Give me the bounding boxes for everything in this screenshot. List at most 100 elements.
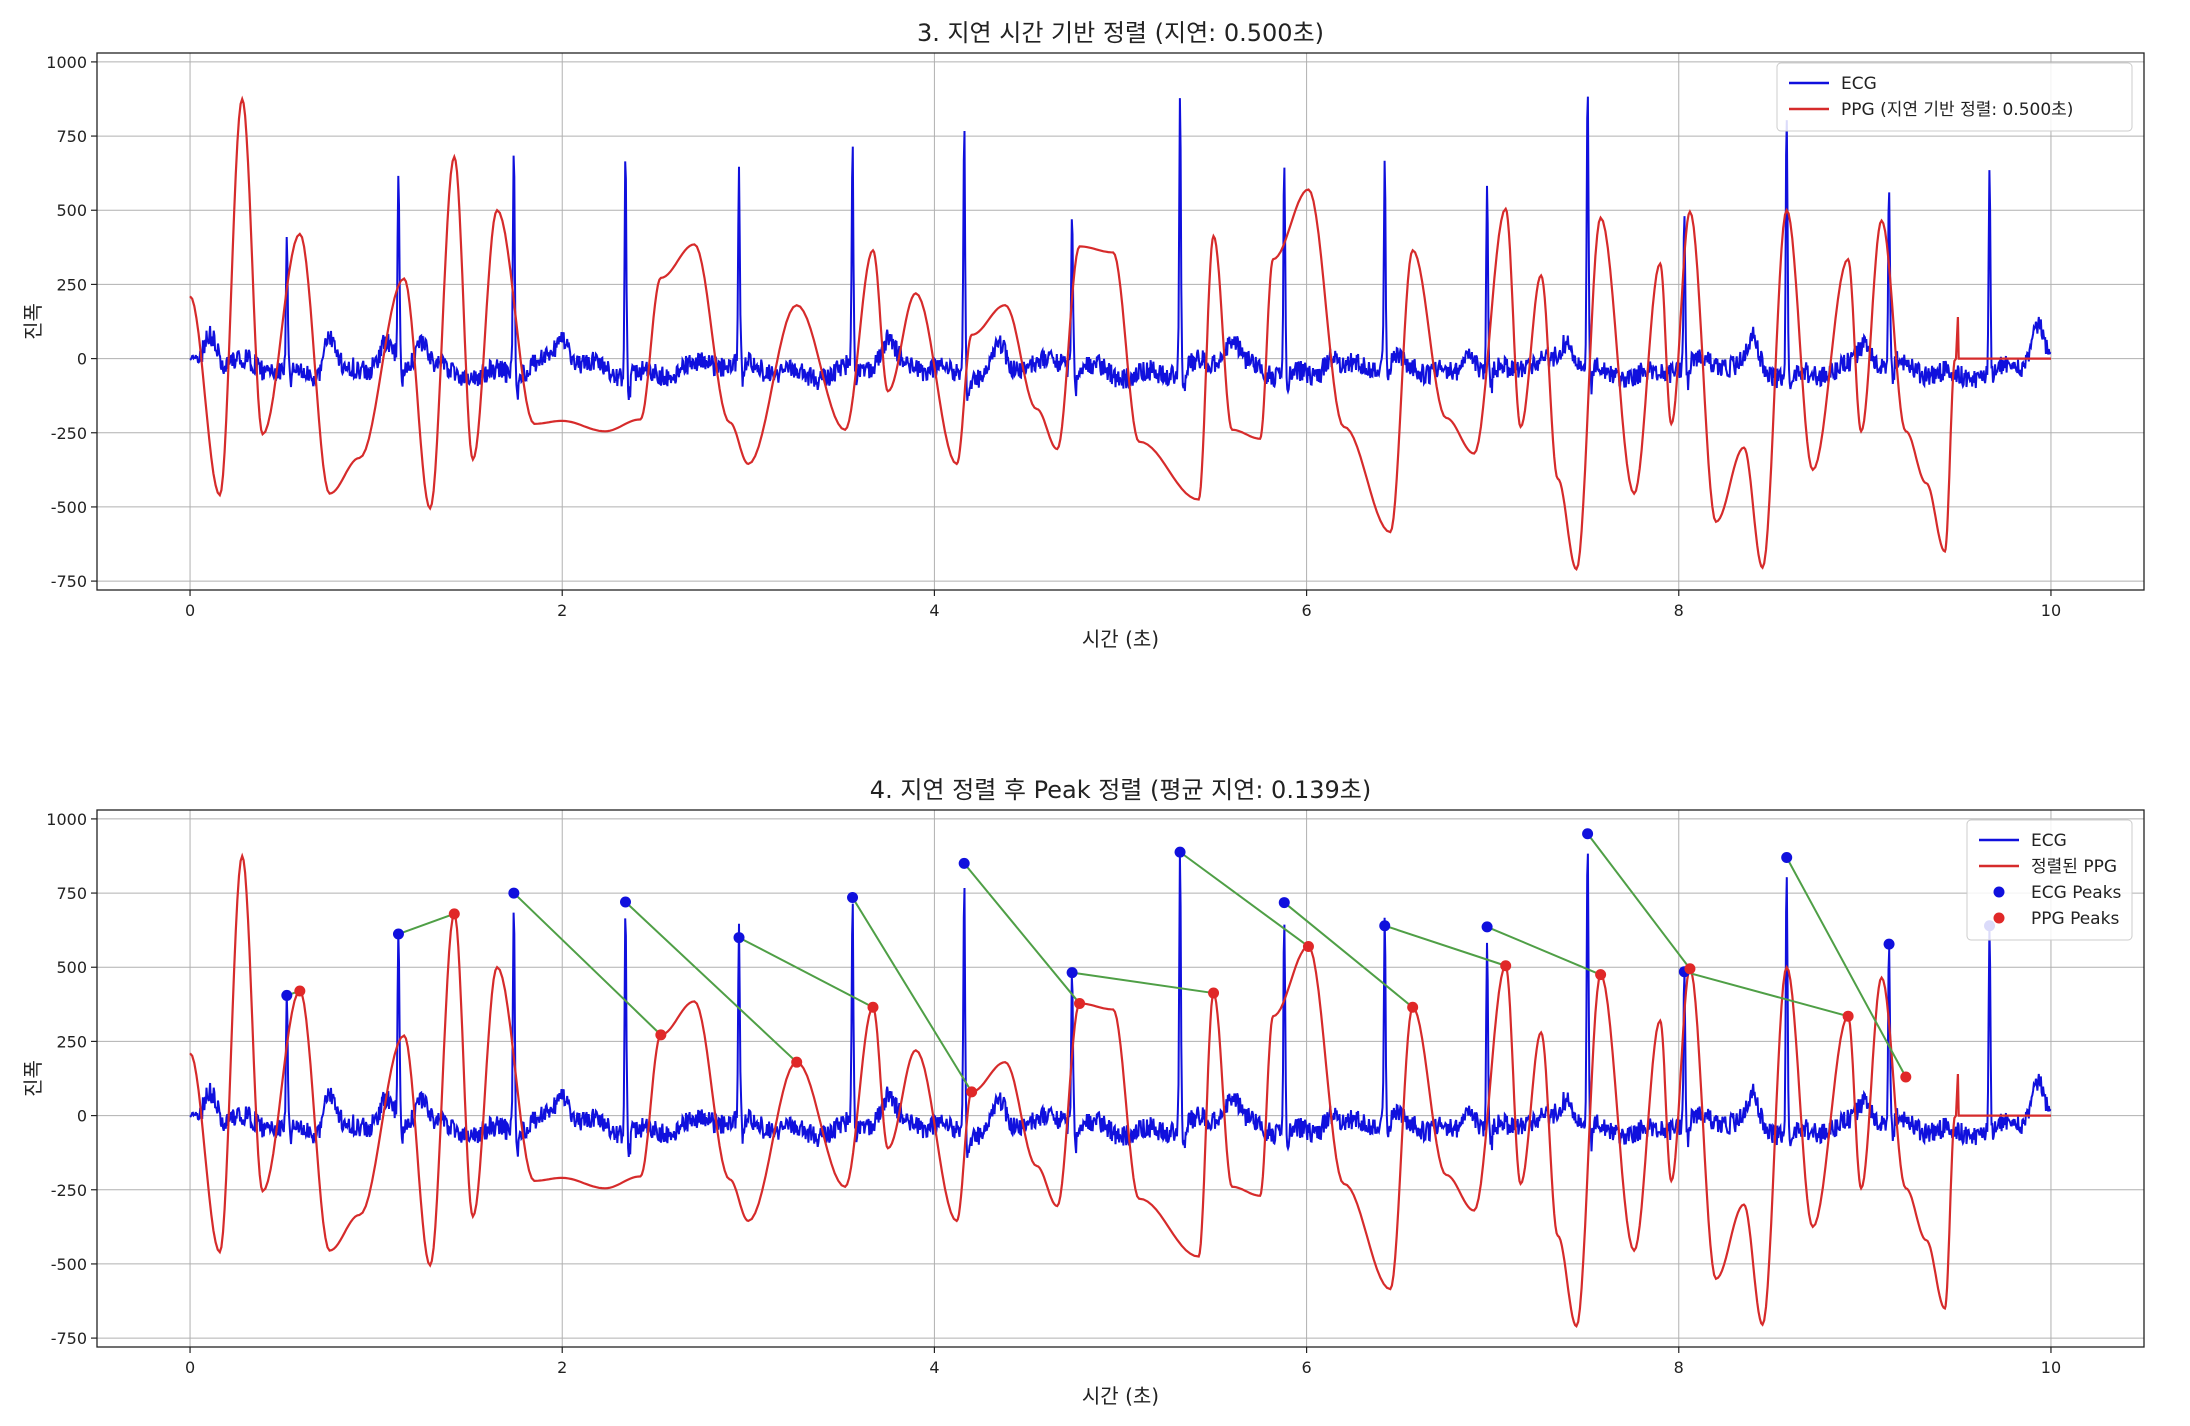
y-tick-label: -750 <box>51 572 87 591</box>
plot-frame <box>96 809 2145 1348</box>
x-tick-label: 4 <box>929 601 939 620</box>
alignment-pair-line <box>398 912 455 935</box>
ppg-peak-marker <box>966 1086 978 1098</box>
ppg-peak-marker <box>1900 1071 1912 1083</box>
y-tick-label: 750 <box>56 884 87 903</box>
ecg-peak-marker <box>847 892 859 904</box>
ecg-peak-marker <box>392 928 404 940</box>
legend: ECG 정렬된 PPG ECG Peaks PPG Peaks <box>1966 819 2133 941</box>
alignment-pair-line <box>624 901 798 1063</box>
y-axis-label: 진폭 <box>21 303 45 340</box>
x-tick-label: 6 <box>1301 601 1311 620</box>
ecg-peak-marker <box>1066 967 1078 979</box>
ecg-peak-marker <box>1174 846 1186 858</box>
y-tick-label: -250 <box>51 424 87 443</box>
x-tick-label: 0 <box>185 601 195 620</box>
ecg-peak-marker <box>508 887 520 899</box>
ppg-peak-marker <box>1407 1001 1419 1013</box>
legend-swatch-ecg-peaks <box>1993 886 2005 898</box>
ppg-peak-marker <box>791 1056 803 1068</box>
x-tick-label: 0 <box>185 1358 195 1377</box>
x-tick-label: 4 <box>929 1358 939 1377</box>
ppg-peak-marker <box>655 1029 667 1041</box>
y-tick-label: 500 <box>56 201 87 220</box>
alignment-pair-line <box>1586 833 1691 970</box>
ppg-peak-marker <box>867 1001 879 1013</box>
legend-entry: PPG Peaks <box>2031 909 2119 929</box>
alignment-pair-line <box>1684 970 1849 1018</box>
y-axis-label: 진폭 <box>21 1060 45 1097</box>
alignment-pair-line <box>851 896 973 1093</box>
chart-title: 3. 지연 시간 기반 정렬 (지연: 0.500초) <box>917 19 1324 47</box>
ecg-peak-marker <box>733 932 745 944</box>
y-tick-label: -500 <box>51 1255 87 1274</box>
alignment-pair-line <box>513 892 662 1036</box>
ppg-peak-marker <box>1595 969 1607 981</box>
legend-entry: ECG <box>2031 831 2067 851</box>
ppg-peak-marker <box>1302 940 1314 952</box>
legend-entry: ECG <box>1841 74 1877 94</box>
x-tick-label: 2 <box>557 1358 567 1377</box>
y-tick-label: 250 <box>56 275 87 294</box>
ecg-peak-marker <box>1582 828 1594 840</box>
ecg-peak-marker <box>619 896 631 908</box>
x-tick-label: 2 <box>557 601 567 620</box>
alignment-pair-line <box>1071 971 1214 995</box>
alignment-pair-line <box>1486 925 1602 976</box>
y-tick-label: -500 <box>51 498 87 517</box>
ecg-peak-marker <box>281 989 293 1001</box>
y-tick-label: 750 <box>56 127 87 146</box>
y-tick-label: 1000 <box>46 810 87 829</box>
y-tick-label: -250 <box>51 1181 87 1200</box>
ecg-peak-marker <box>1883 938 1895 950</box>
ppg-peak-marker <box>1074 997 1086 1009</box>
ecg-peak-marker <box>1481 921 1493 933</box>
alignment-pair-line <box>963 862 1081 1005</box>
grid <box>97 810 2144 1347</box>
ppg-peak-marker <box>1842 1010 1854 1022</box>
x-tick-label: 8 <box>1674 1358 1684 1377</box>
y-tick-label: -750 <box>51 1329 87 1348</box>
legend-swatch-ppg-peaks <box>1993 912 2005 924</box>
alignment-pair-line <box>738 936 874 1009</box>
ecg-peak-marker <box>958 857 970 869</box>
plot-frame <box>96 52 2145 591</box>
alignment-pair-line <box>1785 856 1907 1078</box>
ecg-peak-marker <box>1781 851 1793 863</box>
y-tick-label: 1000 <box>46 53 87 72</box>
ppg-peak-marker <box>1500 960 1512 972</box>
x-tick-label: 6 <box>1301 1358 1311 1377</box>
ppg-peak-marker <box>1208 987 1220 999</box>
legend: ECG PPG (지연 기반 정렬: 0.500초) <box>1776 62 2133 132</box>
legend-box <box>1966 819 2133 941</box>
ppg-peak-marker <box>294 985 306 997</box>
x-tick-label: 8 <box>1674 601 1684 620</box>
ppg-series-line <box>189 852 2051 1329</box>
ppg-series-line <box>189 95 2051 572</box>
chart-title: 4. 지연 정렬 후 Peak 정렬 (평균 지연: 0.139초) <box>870 776 1371 804</box>
y-tick-label: 0 <box>77 1107 87 1126</box>
legend-entry: PPG (지연 기반 정렬: 0.500초) <box>1841 100 2073 120</box>
x-tick-label: 10 <box>2041 1358 2061 1377</box>
x-axis-label: 시간 (초) <box>1082 1384 1159 1408</box>
y-tick-label: 500 <box>56 958 87 977</box>
legend-box <box>1776 62 2133 132</box>
chart-panel-2: 0 2 4 6 8 10 -750 -500 -250 0 250 500 750 1000 4. 지연 정… <box>21 776 2145 1408</box>
ecg-peak-marker <box>1379 920 1391 932</box>
chart-panel-1: 0 2 4 6 8 10 -750 -500 -250 0 250 500 750 1000 3. 지연 시… <box>21 19 2145 651</box>
ppg-peak-marker <box>448 908 460 920</box>
legend-entry: 정렬된 PPG <box>2031 857 2117 877</box>
x-tick-label: 10 <box>2041 601 2061 620</box>
alignment-pair-line <box>1179 851 1310 948</box>
ecg-series-line <box>189 96 2052 401</box>
grid <box>97 53 2144 590</box>
legend-entry: ECG Peaks <box>2031 883 2122 903</box>
y-tick-label: 250 <box>56 1032 87 1051</box>
ppg-peak-marker <box>1684 963 1696 975</box>
ecg-series-line <box>189 853 2052 1158</box>
alignment-pair-line <box>1283 901 1414 1009</box>
x-axis-label: 시간 (초) <box>1082 627 1159 651</box>
alignment-pair-line <box>1384 924 1507 967</box>
ecg-peak-marker <box>1278 897 1290 909</box>
